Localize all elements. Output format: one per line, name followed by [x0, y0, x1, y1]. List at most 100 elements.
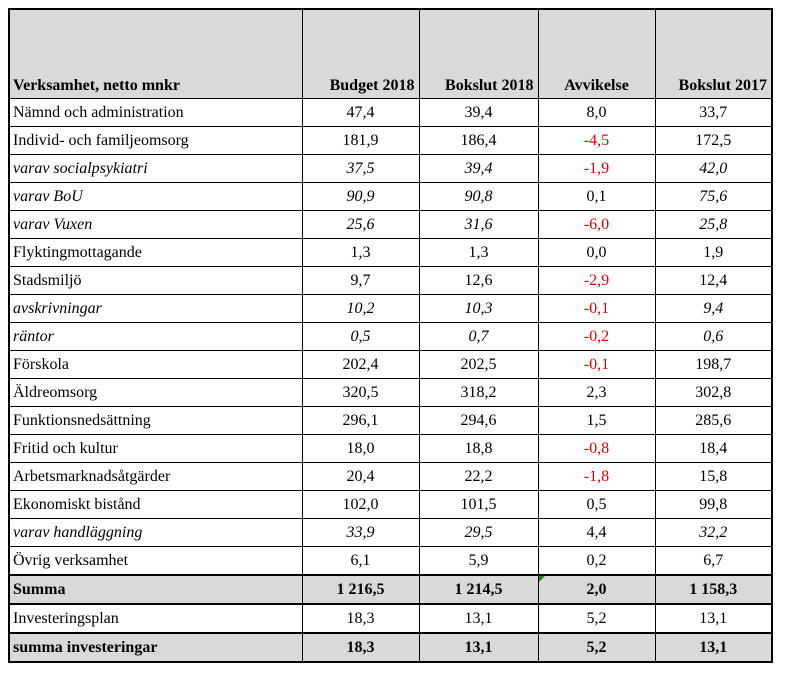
- row-budget-2018: 18,0: [301, 434, 420, 463]
- row-bokslut-2017: 302,8: [654, 378, 773, 407]
- row-bokslut-2018: 39,4: [418, 154, 539, 183]
- row-budget-2018: 37,5: [301, 154, 420, 183]
- row-bokslut-2018: 294,6: [418, 406, 539, 435]
- budget-table: Verksamhet, netto mnkr Budget 2018 Boksl…: [8, 8, 773, 663]
- header-avvikelse: Avvikelse: [537, 8, 656, 99]
- row-bokslut-2017: 1,9: [654, 238, 773, 267]
- row-label: varav handläggning: [8, 518, 303, 547]
- row-avvikelse: 2,3: [537, 378, 656, 407]
- table-row: Förskola 202,4 202,5 -0,1 198,7: [8, 350, 773, 379]
- table-row: räntor 0,5 0,7 -0,2 0,6: [8, 322, 773, 351]
- row-label: Övrig verksamhet: [8, 546, 303, 576]
- row-label: varav socialpsykiatri: [8, 154, 303, 183]
- row-avvikelse: 1,5: [537, 406, 656, 435]
- header-bokslut-2018: Bokslut 2018: [418, 8, 539, 99]
- row-bokslut-2018: 31,6: [418, 210, 539, 239]
- row-avvikelse: -1,9: [537, 154, 656, 183]
- row-bokslut-2017: 25,8: [654, 210, 773, 239]
- summa-row: Summa 1 216,5 1 214,5 2,0 1 158,3: [8, 574, 773, 605]
- row-budget-2018: 90,9: [301, 182, 420, 211]
- row-bokslut-2017: 6,7: [654, 546, 773, 576]
- row-label: Flyktingmottagande: [8, 238, 303, 267]
- row-bokslut-2018: 5,9: [418, 546, 539, 576]
- summa-investeringar-row: summa investeringar 18,3 13,1 5,2 13,1: [8, 632, 773, 663]
- row-bokslut-2017: 99,8: [654, 490, 773, 519]
- row-bokslut-2018: 10,3: [418, 294, 539, 323]
- row-budget-2018: 102,0: [301, 490, 420, 519]
- budget-table-container: Verksamhet, netto mnkr Budget 2018 Boksl…: [8, 8, 773, 663]
- row-bokslut-2017: 285,6: [654, 406, 773, 435]
- table-row: Stadsmiljö 9,7 12,6 -2,9 12,4: [8, 266, 773, 295]
- row-bokslut-2018: 202,5: [418, 350, 539, 379]
- row-label: Äldreomsorg: [8, 378, 303, 407]
- summa-avvikelse: 2,0: [537, 574, 656, 605]
- row-avvikelse: 8,0: [537, 98, 656, 127]
- investeringsplan-bokslut-2017: 13,1: [654, 603, 773, 634]
- table-row: Individ- och familjeomsorg 181,9 186,4 -4,5…: [8, 126, 773, 155]
- row-budget-2018: 320,5: [301, 378, 420, 407]
- row-bokslut-2017: 172,5: [654, 126, 773, 155]
- summa-investeringar-bokslut-2017: 13,1: [654, 632, 773, 663]
- summa-bokslut-2017: 1 158,3: [654, 574, 773, 605]
- table-row: Arbetsmarknadsåtgärder 20,4 22,2 -1,8 15,8: [8, 462, 773, 491]
- header-bokslut-2017: Bokslut 2017: [654, 8, 773, 99]
- row-avvikelse: 0,1: [537, 182, 656, 211]
- row-budget-2018: 0,5: [301, 322, 420, 351]
- row-avvikelse: -0,8: [537, 434, 656, 463]
- row-bokslut-2018: 12,6: [418, 266, 539, 295]
- row-label: Stadsmiljö: [8, 266, 303, 295]
- row-avvikelse: -4,5: [537, 126, 656, 155]
- row-budget-2018: 1,3: [301, 238, 420, 267]
- summa-investeringar-budget: 18,3: [301, 632, 420, 663]
- row-label: Ekonomiskt bistånd: [8, 490, 303, 519]
- investeringsplan-budget: 18,3: [301, 603, 420, 634]
- row-avvikelse: -0,2: [537, 322, 656, 351]
- row-budget-2018: 20,4: [301, 462, 420, 491]
- summa-budget: 1 216,5: [301, 574, 420, 605]
- row-avvikelse: 0,2: [537, 546, 656, 576]
- row-label: Arbetsmarknadsåtgärder: [8, 462, 303, 491]
- row-avvikelse: -0,1: [537, 294, 656, 323]
- table-row: varav BoU 90,9 90,8 0,1 75,6: [8, 182, 773, 211]
- row-budget-2018: 9,7: [301, 266, 420, 295]
- summa-investeringar-label: summa investeringar: [8, 632, 303, 663]
- row-bokslut-2017: 18,4: [654, 434, 773, 463]
- table-row: varav socialpsykiatri 37,5 39,4 -1,9 42,0: [8, 154, 773, 183]
- table-row: Nämnd och administration 47,4 39,4 8,0 33,7: [8, 98, 773, 127]
- investeringsplan-avvikelse: 5,2: [537, 603, 656, 634]
- summa-label: Summa: [8, 574, 303, 605]
- table-row: varav Vuxen 25,6 31,6 -6,0 25,8: [8, 210, 773, 239]
- investeringsplan-label: Investeringsplan: [8, 603, 303, 634]
- row-label: avskrivningar: [8, 294, 303, 323]
- row-avvikelse: -1,8: [537, 462, 656, 491]
- row-bokslut-2017: 32,2: [654, 518, 773, 547]
- row-bokslut-2017: 15,8: [654, 462, 773, 491]
- row-bokslut-2017: 198,7: [654, 350, 773, 379]
- row-bokslut-2017: 75,6: [654, 182, 773, 211]
- row-bokslut-2017: 12,4: [654, 266, 773, 295]
- row-budget-2018: 202,4: [301, 350, 420, 379]
- row-avvikelse: 0,5: [537, 490, 656, 519]
- row-bokslut-2018: 0,7: [418, 322, 539, 351]
- row-label: Förskola: [8, 350, 303, 379]
- row-budget-2018: 10,2: [301, 294, 420, 323]
- row-bokslut-2018: 186,4: [418, 126, 539, 155]
- row-label: Fritid och kultur: [8, 434, 303, 463]
- row-bokslut-2018: 101,5: [418, 490, 539, 519]
- header-verksamhet: Verksamhet, netto mnkr: [8, 8, 303, 99]
- summa-investeringar-bokslut: 13,1: [418, 632, 539, 663]
- summa-investeringar-avvikelse: 5,2: [537, 632, 656, 663]
- row-label: Funktionsnedsättning: [8, 406, 303, 435]
- table-row: Äldreomsorg 320,5 318,2 2,3 302,8: [8, 378, 773, 407]
- row-label: räntor: [8, 322, 303, 351]
- row-label: varav BoU: [8, 182, 303, 211]
- row-avvikelse: 0,0: [537, 238, 656, 267]
- row-bokslut-2018: 18,8: [418, 434, 539, 463]
- row-label: Individ- och familjeomsorg: [8, 126, 303, 155]
- investeringsplan-row: Investeringsplan 18,3 13,1 5,2 13,1: [8, 603, 773, 634]
- investeringsplan-bokslut: 13,1: [418, 603, 539, 634]
- table-row: Ekonomiskt bistånd 102,0 101,5 0,5 99,8: [8, 490, 773, 519]
- row-label: Nämnd och administration: [8, 98, 303, 127]
- row-bokslut-2017: 9,4: [654, 294, 773, 323]
- table-row: avskrivningar 10,2 10,3 -0,1 9,4: [8, 294, 773, 323]
